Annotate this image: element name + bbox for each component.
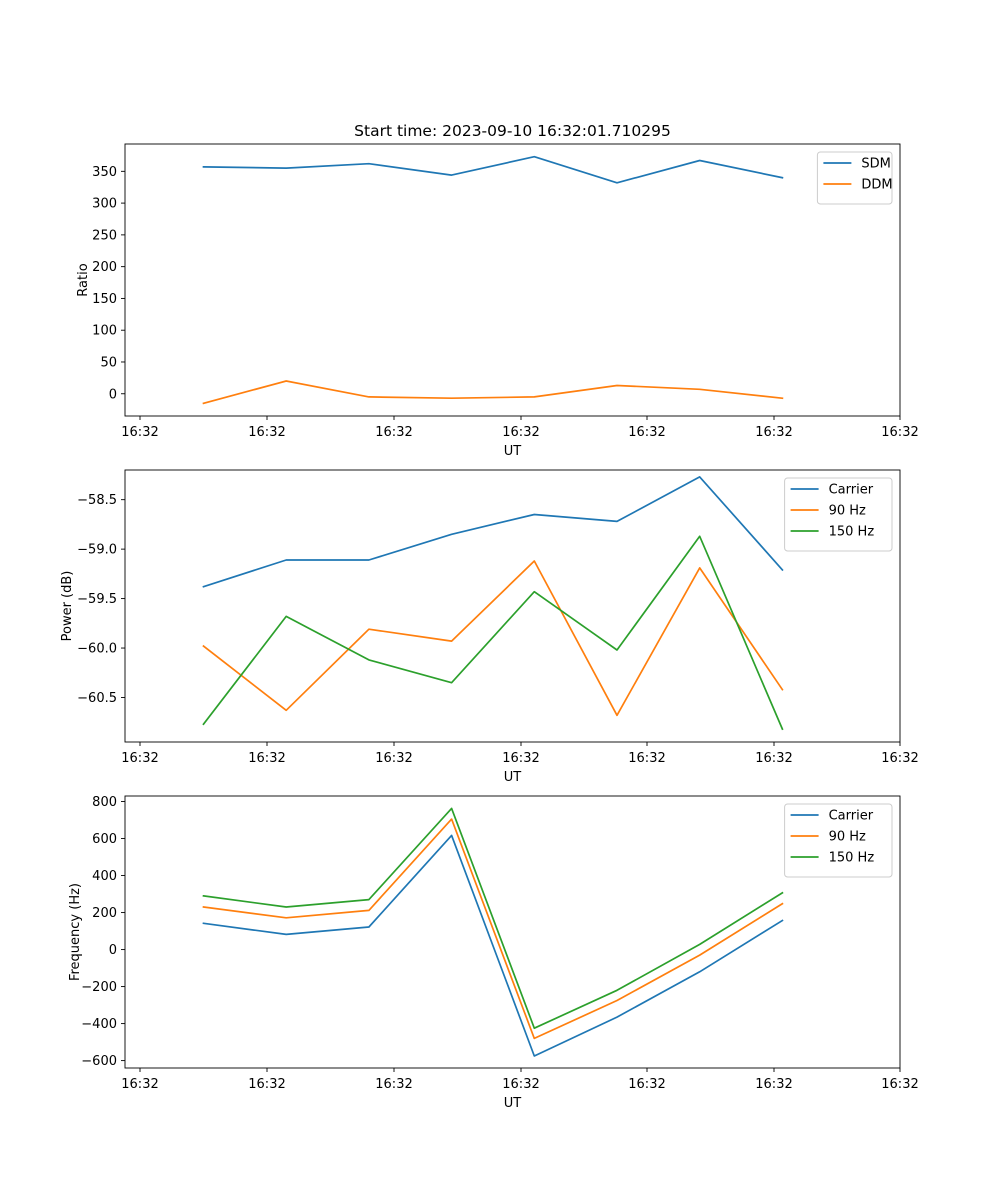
y-tick-label: −400 <box>81 1017 117 1032</box>
series-line-sdm <box>202 155 784 184</box>
x-tick-label: 16:32 <box>502 425 539 440</box>
legend-label: Carrier <box>829 483 874 498</box>
x-tick-label: 16:32 <box>502 1077 539 1092</box>
y-tick-label: 250 <box>92 228 117 243</box>
x-tick-label: 16:32 <box>121 1077 158 1092</box>
x-tick-label: 16:32 <box>375 425 412 440</box>
panel-3: 16:32 16:32 16:32 16:32 16:32 16:32 16:32 UT −60… <box>68 795 919 1111</box>
x-tick-label: 16:32 <box>755 1077 792 1092</box>
series-line-90-hz <box>202 818 784 1040</box>
x-tick-label: 16:32 <box>755 425 792 440</box>
x-axis-label: UT <box>504 444 522 459</box>
panel-1: 16:32 16:32 16:32 16:32 16:32 16:32 16:32 UT 0 50… <box>76 143 919 459</box>
legend-box <box>784 477 893 552</box>
legend-box <box>816 151 893 205</box>
y-tick-label: −59.5 <box>77 592 117 607</box>
x-tick-label: 16:32 <box>502 751 539 766</box>
chart-title: Start time: 2023-09-10 16:32:01.710295 <box>354 122 671 140</box>
series-line-carrier <box>202 476 784 588</box>
x-tick-label: 16:32 <box>881 1077 918 1092</box>
legend: SDM DDM <box>816 151 893 205</box>
y-tick-label: 0 <box>109 387 117 402</box>
y-tick-label: −60.0 <box>77 642 117 657</box>
y-tick-label: −200 <box>81 980 117 995</box>
y-axis-label: Ratio <box>76 263 91 296</box>
x-tick-label: 16:32 <box>248 1077 285 1092</box>
y-tick-label: 100 <box>92 324 117 339</box>
legend: Carrier 90 Hz 150 Hz <box>784 803 893 878</box>
y-tick-label: 50 <box>100 355 117 370</box>
series-line-150-hz <box>202 535 784 731</box>
axes-frame <box>124 469 901 743</box>
x-tick-label: 16:32 <box>248 425 285 440</box>
y-axis-label: Power (dB) <box>60 571 75 642</box>
panels: 16:32 16:32 16:32 16:32 16:32 16:32 16:32 UT 0 50… <box>60 143 919 1111</box>
x-tick-label: 16:32 <box>628 1077 665 1092</box>
legend-label: DDM <box>861 178 892 193</box>
x-tick-label: 16:32 <box>375 1077 412 1092</box>
y-tick-label: 200 <box>92 906 117 921</box>
y-tick-label: 150 <box>92 292 117 307</box>
y-tick-label: −58.5 <box>77 493 117 508</box>
axes-frame <box>124 795 901 1069</box>
series-line-ddm <box>202 380 784 405</box>
x-tick-label: 16:32 <box>881 425 918 440</box>
series-line-150-hz <box>202 807 784 1030</box>
x-tick-label: 16:32 <box>121 751 158 766</box>
legend-label: Carrier <box>829 809 874 824</box>
x-tick-label: 16:32 <box>375 751 412 766</box>
legend-label: 150 Hz <box>829 525 875 540</box>
x-tick-label: 16:32 <box>628 425 665 440</box>
x-tick-label: 16:32 <box>755 751 792 766</box>
axes-frame <box>124 143 901 417</box>
legend-label: SDM <box>861 157 890 172</box>
x-tick-label: 16:32 <box>628 751 665 766</box>
y-axis-label: Frequency (Hz) <box>68 883 83 981</box>
y-tick-label: 400 <box>92 869 117 884</box>
y-tick-label: 600 <box>92 832 117 847</box>
legend-label: 90 Hz <box>829 504 866 519</box>
y-tick-label: 350 <box>92 165 117 180</box>
panel-2: 16:32 16:32 16:32 16:32 16:32 16:32 16:32 UT −60… <box>60 469 919 785</box>
y-tick-label: 300 <box>92 197 117 212</box>
y-tick-label: 200 <box>92 260 117 275</box>
series-line-90-hz <box>202 560 784 717</box>
y-tick-label: 0 <box>109 943 117 958</box>
y-tick-label: 800 <box>92 795 117 810</box>
x-tick-label: 16:32 <box>881 751 918 766</box>
x-tick-label: 16:32 <box>121 425 158 440</box>
x-axis-label: UT <box>504 1096 522 1111</box>
y-tick-label: −59.0 <box>77 543 117 558</box>
legend: Carrier 90 Hz 150 Hz <box>784 477 893 552</box>
legend-box <box>784 803 893 878</box>
legend-label: 90 Hz <box>829 830 866 845</box>
y-tick-label: −60.5 <box>77 691 117 706</box>
series-line-carrier <box>202 834 784 1057</box>
x-tick-label: 16:32 <box>248 751 285 766</box>
x-axis-label: UT <box>504 770 522 785</box>
legend-label: 150 Hz <box>829 851 875 866</box>
y-tick-label: −600 <box>81 1054 117 1069</box>
